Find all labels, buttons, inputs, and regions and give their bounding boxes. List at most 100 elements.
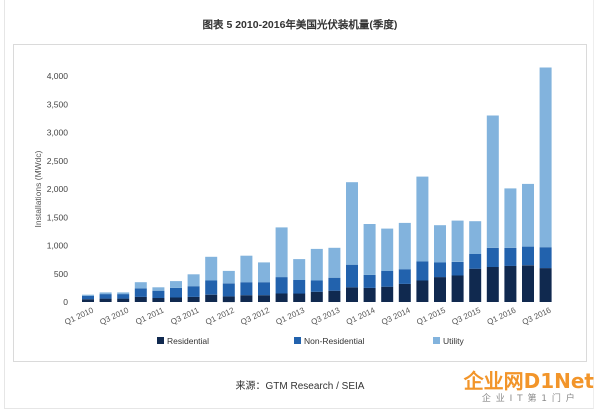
bar-utility-16	[346, 182, 358, 265]
bar-utility-13	[293, 259, 306, 280]
bar-utility-10	[240, 255, 253, 283]
bar-residential-1	[82, 299, 94, 302]
bar-non-residential-6	[170, 287, 182, 298]
x-tick-label: Q3 2013	[310, 305, 342, 326]
x-tick-label: Q1 2015	[415, 305, 447, 326]
bar-non-residential-23	[469, 254, 482, 269]
bar-non-residential-4	[134, 288, 147, 297]
source-note: 来源：GTM Research / SEIA	[235, 381, 365, 392]
bar-residential-12	[275, 293, 288, 302]
bar-utility-14	[310, 248, 323, 281]
bar-utility-20	[416, 176, 429, 262]
bar-residential-17	[363, 287, 376, 302]
bar-residential-24	[486, 267, 499, 302]
x-tick-label: Q1 2010	[63, 305, 95, 326]
bar-utility-21	[434, 225, 446, 263]
x-tick-label: Q3 2016	[521, 305, 553, 326]
y-tick-label: 500	[54, 269, 68, 279]
bar-residential-3	[117, 298, 130, 302]
bar-utility-25	[504, 188, 517, 248]
bar-residential-27	[539, 268, 552, 302]
bar-utility-5	[152, 287, 165, 291]
bar-non-residential-9	[222, 283, 235, 297]
bar-non-residential-11	[258, 282, 270, 296]
y-tick-label: 0	[63, 297, 68, 307]
y-tick-label: 2,000	[47, 184, 69, 194]
bar-non-residential-17	[363, 274, 376, 288]
y-tick-label: 3,000	[47, 128, 69, 138]
bar-non-residential-24	[486, 247, 499, 267]
bar-utility-19	[398, 222, 411, 270]
bar-residential-19	[398, 283, 411, 302]
bar-residential-8	[205, 294, 218, 302]
bar-residential-9	[222, 296, 235, 303]
bar-residential-10	[240, 295, 253, 302]
legend-label: Utility	[443, 336, 465, 346]
bar-non-residential-2	[99, 294, 112, 299]
legend-label: Non-Residential	[304, 336, 365, 346]
bar-utility-8	[205, 256, 218, 281]
bar-residential-23	[469, 268, 482, 302]
legend-swatch	[294, 337, 301, 344]
legend-label: Residential	[167, 336, 209, 346]
bar-utility-3	[117, 292, 130, 295]
bar-residential-22	[451, 275, 464, 302]
legend-item-residential: Residential	[157, 336, 209, 346]
bar-utility-18	[381, 228, 394, 271]
legend-item-non-residential: Non-Residential	[294, 336, 365, 346]
bar-utility-11	[258, 262, 270, 283]
bar-utility-1	[82, 294, 94, 296]
legend-swatch	[157, 337, 164, 344]
x-tick-label: Q1 2016	[486, 305, 518, 326]
bar-residential-16	[346, 287, 358, 302]
bar-residential-26	[522, 265, 534, 302]
bar-residential-14	[310, 291, 323, 302]
bar-residential-15	[328, 290, 341, 302]
bar-residential-25	[504, 265, 517, 302]
bar-utility-15	[328, 247, 341, 278]
bar-utility-22	[451, 220, 464, 262]
bar-utility-6	[170, 281, 182, 288]
bar-residential-7	[187, 296, 200, 302]
bar-residential-6	[170, 297, 182, 302]
bar-utility-9	[222, 270, 235, 284]
bar-non-residential-12	[275, 277, 288, 294]
bar-residential-20	[416, 280, 429, 302]
page-frame	[4, 0, 594, 409]
bar-utility-12	[275, 227, 288, 278]
y-tick-label: 3,500	[47, 99, 69, 109]
bar-non-residential-1	[82, 295, 94, 300]
bar-non-residential-20	[416, 261, 429, 281]
bar-non-residential-16	[346, 264, 358, 288]
bar-non-residential-22	[451, 261, 464, 276]
y-tick-label: 1,500	[47, 212, 69, 222]
bar-non-residential-26	[522, 246, 534, 266]
bar-residential-18	[381, 286, 394, 302]
bar-utility-26	[522, 183, 534, 247]
bar-non-residential-18	[381, 270, 394, 287]
bar-residential-11	[258, 295, 270, 302]
bar-residential-2	[99, 298, 112, 302]
y-tick-label: 1,000	[47, 241, 69, 251]
bar-non-residential-15	[328, 277, 341, 291]
x-tick-label: Q3 2014	[380, 305, 412, 326]
y-tick-label: 4,000	[47, 71, 69, 81]
x-tick-label: Q3 2010	[98, 305, 130, 326]
bar-non-residential-19	[398, 269, 411, 284]
x-tick-label: Q3 2011	[169, 305, 201, 326]
bar-utility-17	[363, 224, 376, 275]
y-tick-label: 2,500	[47, 156, 69, 166]
bar-residential-5	[152, 298, 165, 302]
y-axis-title: Installations (MWdc)	[33, 150, 43, 227]
watermark-logo: 企业网D1Net 企 业 I T 第 1 门 户	[464, 369, 594, 405]
bar-utility-27	[539, 67, 552, 248]
bar-utility-7	[187, 274, 200, 287]
x-tick-label: Q1 2012	[204, 305, 236, 326]
bar-utility-24	[486, 115, 499, 248]
bar-non-residential-5	[152, 290, 165, 298]
chart-panel	[13, 44, 587, 362]
x-tick-label: Q3 2015	[450, 305, 482, 326]
bar-non-residential-10	[240, 282, 253, 296]
x-tick-label: Q1 2014	[345, 305, 377, 326]
